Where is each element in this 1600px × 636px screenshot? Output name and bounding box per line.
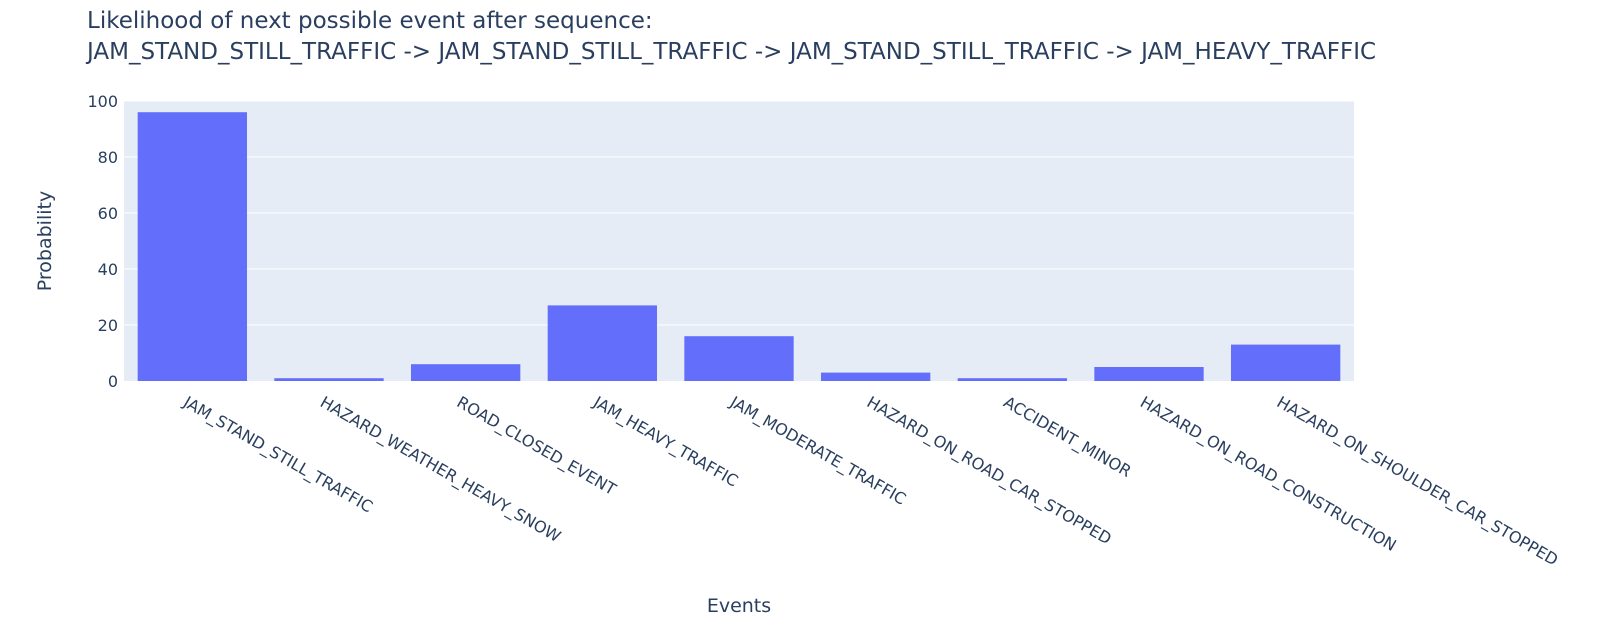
gridlines [124,100,1354,326]
x-tick-label: JAM_HEAVY_TRAFFIC [589,392,741,492]
x-tick-label: ACCIDENT_MINOR [1000,392,1135,481]
y-tick-label: 100 [87,92,118,111]
y-tick-label: 60 [98,204,118,223]
bars [137,112,1341,381]
y-axis-label: Probability [34,191,56,291]
x-axis-label: Events [707,595,771,617]
y-tick-label: 40 [98,260,118,279]
chart-title: Likelihood of next possible event after … [87,6,1376,68]
chart-title-line-1: Likelihood of next possible event after … [87,8,653,34]
x-tick-label: HAZARD_ON_ROAD_CAR_STOPPED [863,392,1115,549]
bar[interactable] [1094,367,1204,381]
x-tick-label: HAZARD_ON_SHOULDER_CAR_STOPPED [1273,392,1561,570]
bar[interactable] [547,305,657,381]
plot-area [124,101,1354,381]
bar[interactable] [137,112,247,381]
bar[interactable] [1231,344,1341,381]
bar[interactable] [411,364,521,381]
y-tick-label: 0 [108,372,118,391]
chart-title-line-2: JAM_STAND_STILL_TRAFFIC -> JAM_STAND_STI… [87,39,1377,65]
bar[interactable] [684,336,794,381]
y-tick-label: 80 [98,148,118,167]
y-tick-label: 20 [98,316,118,335]
x-tick-label: HAZARD_ON_ROAD_CONSTRUCTION [1137,392,1400,555]
bar[interactable] [957,378,1067,381]
y-axis-ticks: 0 20 40 60 80 100 [87,92,118,391]
x-axis-ticks: JAM_STAND_STILL_TRAFFICHAZARD_WEATHER_HE… [179,392,1561,570]
x-tick-label: HAZARD_WEATHER_HEAVY_SNOW [317,392,565,547]
bar[interactable] [821,372,931,381]
bar[interactable] [274,378,384,381]
